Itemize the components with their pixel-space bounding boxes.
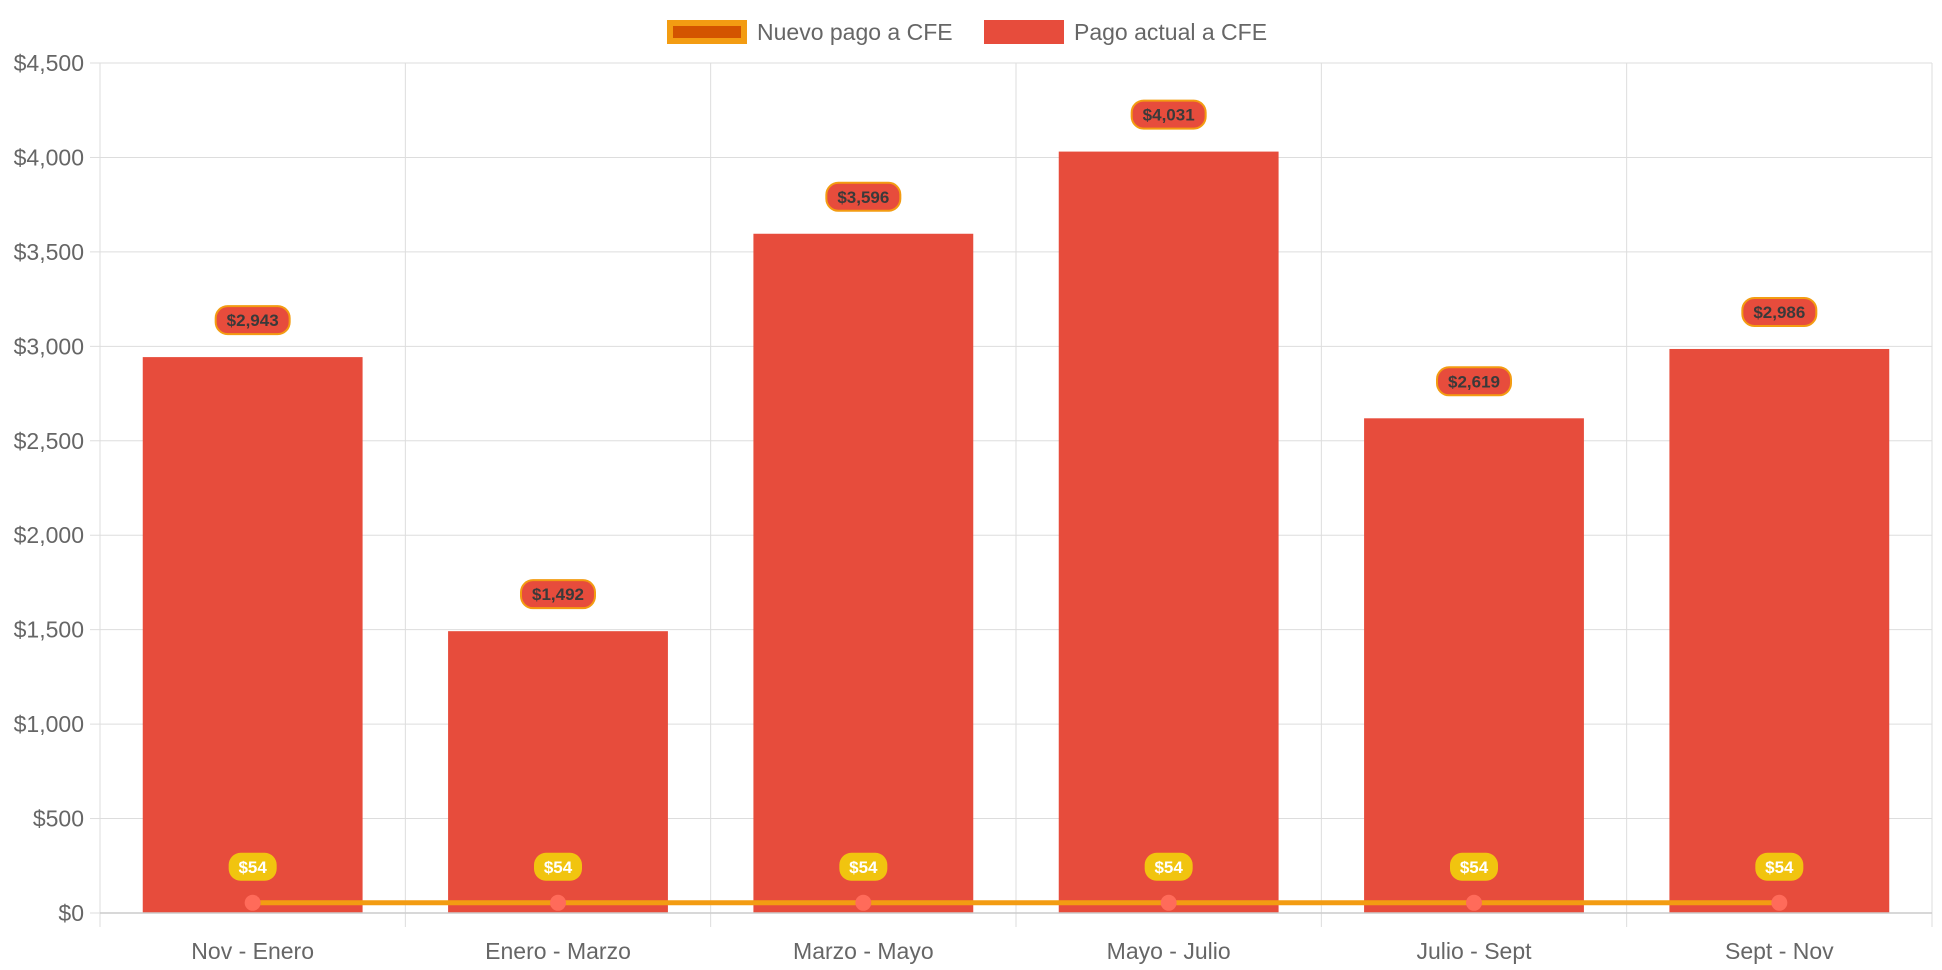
- bar-data-label-box: [1130, 99, 1207, 130]
- bar-data-label-box: [520, 579, 596, 610]
- y-tick-label: $4,500: [14, 50, 84, 76]
- legend-item[interactable]: Pago actual a CFE: [984, 19, 1267, 45]
- line-data-label: $54: [849, 858, 878, 877]
- bar-data-label: $2,943: [227, 311, 279, 330]
- bar[interactable]: [1364, 418, 1584, 913]
- x-tick-label: Sept - Nov: [1725, 938, 1834, 964]
- y-tick-label: $2,000: [14, 522, 84, 548]
- legend-label: Pago actual a CFE: [1074, 19, 1267, 45]
- x-tick-label: Enero - Marzo: [485, 938, 631, 964]
- line-data-label-box: [228, 852, 277, 881]
- line-data-label: $54: [1460, 858, 1489, 877]
- data-labels: $2,943 $1,492 $3,596 $4,031 $2,619 $2,986 $54 $…: [214, 99, 1818, 881]
- y-tick-label: $2,500: [14, 428, 84, 454]
- line-point[interactable]: [855, 894, 872, 911]
- bar-data-label-box: [825, 181, 902, 212]
- bar-series: [142, 151, 1890, 914]
- line-series: [244, 894, 1788, 911]
- bar-data-label-box: [1741, 296, 1818, 327]
- line-data-label: $54: [544, 858, 573, 877]
- bar[interactable]: [753, 233, 974, 913]
- y-tick-label: $4,000: [14, 144, 84, 170]
- grid: [90, 62, 1933, 927]
- bar-data-label: $4,031: [1143, 106, 1195, 125]
- y-tick-label: $1,500: [14, 617, 84, 643]
- legend-item[interactable]: Nuevo pago a CFE: [667, 19, 953, 45]
- line-data-label: $54: [1765, 858, 1794, 877]
- line-data-label-box: [1450, 852, 1498, 881]
- axes: $0 $500 $1,000 $1,500 $2,000 $2,500 $3,000 $3,5…: [14, 50, 1932, 964]
- y-tick-label: $0: [58, 900, 84, 926]
- line-data-label-box: [839, 852, 888, 881]
- y-tick-label: $1,000: [14, 711, 84, 737]
- bar[interactable]: [1058, 151, 1279, 914]
- bar-data-label: $2,619: [1448, 372, 1500, 391]
- bar-data-label: $1,492: [532, 585, 584, 604]
- line-data-label-box: [534, 852, 582, 881]
- y-tick-label: $3,500: [14, 239, 84, 265]
- line-data-label: $54: [1154, 858, 1183, 877]
- y-tick-label: $500: [33, 806, 84, 832]
- line-point[interactable]: [244, 894, 261, 911]
- line-point[interactable]: [550, 894, 566, 911]
- bar[interactable]: [142, 357, 363, 914]
- y-tick-label: $3,000: [14, 333, 84, 359]
- x-tick-label: Nov - Enero: [191, 938, 314, 964]
- legend-swatch: [667, 20, 747, 44]
- legend[interactable]: Nuevo pago a CFE Pago actual a CFE: [667, 19, 1267, 45]
- line-data-label-box: [1755, 852, 1804, 881]
- legend-swatch: [984, 20, 1064, 44]
- line-point[interactable]: [1160, 894, 1177, 911]
- bar-data-label-box: [1436, 366, 1512, 397]
- line-data-label: $54: [238, 858, 267, 877]
- bar[interactable]: [1669, 348, 1890, 913]
- line-data-label-box: [1144, 852, 1193, 881]
- bar-data-label: $3,596: [837, 188, 889, 207]
- bar-data-label: $2,986: [1753, 303, 1805, 322]
- legend-label: Nuevo pago a CFE: [757, 19, 953, 45]
- line-point[interactable]: [1466, 894, 1482, 911]
- line-point[interactable]: [1771, 894, 1788, 911]
- x-tick-label: Julio - Sept: [1416, 938, 1532, 964]
- x-tick-label: Mayo - Julio: [1107, 938, 1231, 964]
- bar-data-label-box: [214, 305, 291, 336]
- x-tick-label: Marzo - Mayo: [793, 938, 934, 964]
